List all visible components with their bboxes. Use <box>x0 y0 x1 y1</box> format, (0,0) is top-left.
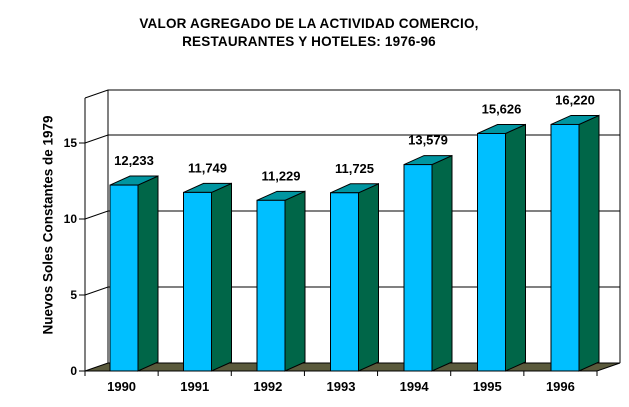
bar-1993 <box>330 183 379 372</box>
bar-side-face <box>137 175 159 372</box>
y-axis-title: Nuevos Soles Constantes de 1979 <box>41 115 56 334</box>
bar-side-face <box>578 114 600 372</box>
y-tick-label-5: 5 <box>70 288 77 302</box>
bar-value-label-1994: 13,579 <box>408 133 448 148</box>
bar-side-face <box>211 182 232 372</box>
x-axis-label-1993: 1993 <box>327 379 356 394</box>
bar-front-face <box>550 123 580 372</box>
bar-front-face <box>330 192 359 372</box>
x-axis-label-1994: 1994 <box>400 379 430 394</box>
bar-1996 <box>550 114 600 372</box>
x-axis-label-1991: 1991 <box>180 379 209 394</box>
bar-front-face <box>477 132 506 372</box>
bar-front-face <box>183 191 212 372</box>
bar-value-label-1992: 11,229 <box>261 168 300 183</box>
bar-value-label-1996: 16,220 <box>555 92 595 107</box>
bar-side-face <box>431 154 453 372</box>
bar-front-face <box>256 199 286 372</box>
chart-title-line2: RESTAURANTES Y HOTELES: 1976-96 <box>182 34 436 49</box>
bar-1991 <box>183 182 232 372</box>
bar-value-label-1991: 11,749 <box>188 160 227 175</box>
bar-side-face <box>505 123 526 372</box>
x-axis-label-1990: 1990 <box>107 379 136 394</box>
bar-front-face <box>403 164 433 372</box>
x-axis-label-1992: 1992 <box>253 379 282 394</box>
bar-1994 <box>403 154 453 372</box>
chart-title: VALOR AGREGADO DE LA ACTIVIDAD COMERCIO,… <box>0 15 618 51</box>
bar-value-label-1990: 12,233 <box>114 153 154 168</box>
bar-value-label-1995: 15,626 <box>482 101 522 116</box>
bar-side-face <box>358 183 379 372</box>
bar-front-face <box>109 184 139 372</box>
bar-side-face <box>284 190 306 372</box>
y-tick-label-0: 0 <box>70 364 77 378</box>
bar-1995 <box>477 123 526 372</box>
x-axis-label-1995: 1995 <box>473 379 502 394</box>
chart-title-line1: VALOR AGREGADO DE LA ACTIVIDAD COMERCIO, <box>139 16 479 31</box>
x-axis-label-1996: 1996 <box>546 379 575 394</box>
bar-value-label-1993: 11,725 <box>335 161 374 176</box>
y-tick-label-15: 15 <box>64 136 78 150</box>
gridline-15 <box>84 134 620 144</box>
bar-1992 <box>256 190 306 372</box>
y-tick-label-10: 10 <box>64 212 78 226</box>
bar-1990 <box>109 175 159 372</box>
